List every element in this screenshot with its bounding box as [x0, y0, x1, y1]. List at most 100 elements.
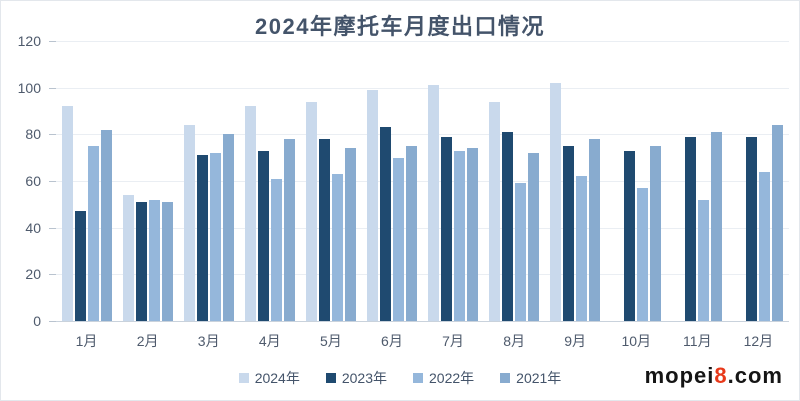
legend-swatch-icon: [413, 373, 423, 383]
bar-2023年-3月: [196, 155, 208, 321]
gridline: [56, 227, 789, 229]
bar-2023年-4月: [257, 150, 269, 321]
legend-label: 2022年: [429, 370, 475, 386]
legend-swatch-icon: [325, 373, 336, 383]
bar-group-10月: [606, 41, 667, 321]
bar-group-8月: [484, 41, 545, 321]
bar-2021年-12月: [772, 125, 784, 321]
chart-title: 2024年摩托车月度出口情况: [255, 14, 545, 39]
bar-2023年-6月: [379, 127, 391, 321]
bar-2021年-1月: [100, 129, 112, 321]
bar-2024年-8月: [489, 101, 501, 321]
x-axis-label: 4月: [258, 333, 281, 349]
y-axis-label: 0: [33, 313, 41, 329]
bar-group-3月: [178, 41, 239, 321]
gridline: [56, 41, 789, 42]
y-axis-tick: [49, 87, 56, 89]
x-axis-line: [56, 321, 789, 322]
bar-2021年-7月: [467, 148, 478, 321]
bar-2024年-3月: [183, 125, 195, 321]
x-axis-label: 3月: [197, 333, 220, 349]
y-axis-tick: [49, 274, 56, 276]
x-axis-label: 8月: [503, 333, 525, 349]
watermark-highlight: 8: [714, 363, 728, 388]
y-axis-tick: [49, 321, 56, 322]
bar-2023年-9月: [563, 146, 575, 321]
gridline: [56, 274, 789, 276]
bar-group-2月: [117, 41, 178, 321]
y-axis-label: 100: [17, 79, 41, 96]
bar-2022年-6月: [392, 157, 404, 321]
bar-groups: [56, 41, 789, 321]
watermark-suffix: .com: [727, 363, 783, 388]
x-axis-label: 1月: [75, 333, 98, 349]
bar-2021年-5月: [344, 148, 356, 321]
bar-2022年-11月: [698, 199, 710, 321]
bar-2022年-1月: [87, 146, 99, 321]
bar-2022年-2月: [148, 199, 160, 321]
bar-group-9月: [545, 41, 606, 321]
bar-2024年-6月: [366, 90, 378, 321]
x-axis-label: 5月: [319, 333, 342, 349]
bar-2021年-8月: [528, 153, 540, 321]
bar-group-7月: [422, 41, 483, 321]
bar-2023年-12月: [746, 136, 758, 321]
bar-2022年-4月: [270, 178, 282, 321]
legend-item-2023年: 2023年: [325, 368, 387, 388]
x-axis-labels: 1月 2月 3月 4月 5月 6月 7月 8月 9月 10月 11月 12月: [56, 331, 789, 351]
y-axis-tick: [49, 181, 56, 182]
y-axis-label: 60: [25, 173, 41, 189]
chart-legend: 2024年 2023年 2022年 2021年: [1, 368, 799, 388]
bar-2022年-10月: [637, 188, 649, 321]
bar-2024年-1月: [61, 106, 73, 321]
bar-group-11月: [667, 41, 728, 321]
watermark: mopei8.com: [645, 363, 783, 389]
bar-2024年-9月: [550, 83, 562, 321]
legend-item-2021年: 2021年: [500, 368, 561, 388]
x-axis-label: 7月: [442, 333, 464, 349]
bar-2021年-11月: [711, 132, 723, 321]
bar-2021年-6月: [405, 146, 417, 321]
bar-2023年-8月: [502, 132, 514, 321]
bar-2022年-8月: [515, 183, 527, 321]
x-axis-label: 11月: [683, 333, 712, 349]
legend-label: 2024年: [254, 370, 300, 386]
bar-2022年-9月: [576, 176, 588, 321]
legend-item-2022年: 2022年: [413, 368, 474, 388]
legend-swatch-icon: [238, 373, 249, 383]
gridline: [56, 181, 789, 182]
x-axis-label: 12月: [743, 333, 774, 349]
bar-2022年-7月: [454, 150, 465, 321]
bar-2022年-5月: [331, 174, 343, 321]
bar-2023年-11月: [685, 136, 697, 321]
bar-2024年-7月: [428, 85, 439, 321]
legend-label: 2023年: [341, 370, 387, 386]
bar-2023年-5月: [318, 139, 330, 321]
legend-swatch-icon: [500, 373, 511, 383]
bar-2024年-2月: [122, 195, 134, 321]
bar-2021年-9月: [589, 139, 601, 321]
x-axis-label: 6月: [381, 333, 403, 349]
legend-item-2024年: 2024年: [238, 368, 300, 388]
bar-2023年-1月: [74, 211, 86, 321]
bar-2021年-2月: [161, 202, 173, 321]
bar-group-6月: [361, 41, 422, 321]
gridline: [56, 134, 789, 136]
y-axis-label: 40: [25, 219, 41, 236]
x-axis-label: 10月: [621, 333, 652, 349]
bar-group-1月: [56, 41, 117, 321]
plot-area: [49, 41, 789, 322]
bar-2021年-3月: [222, 134, 234, 321]
y-axis-label: 120: [17, 33, 41, 49]
y-axis-label: 20: [25, 266, 41, 283]
bar-group-12月: [728, 41, 789, 321]
y-axis-label: 80: [25, 126, 41, 143]
bar-2021年-4月: [283, 139, 295, 321]
bar-2021年-10月: [650, 146, 662, 321]
bar-2023年-7月: [441, 136, 452, 321]
bar-2024年-5月: [305, 101, 317, 321]
y-axis-tick: [49, 41, 56, 42]
bar-group-4月: [239, 41, 300, 321]
watermark-prefix: mopei: [644, 363, 715, 388]
